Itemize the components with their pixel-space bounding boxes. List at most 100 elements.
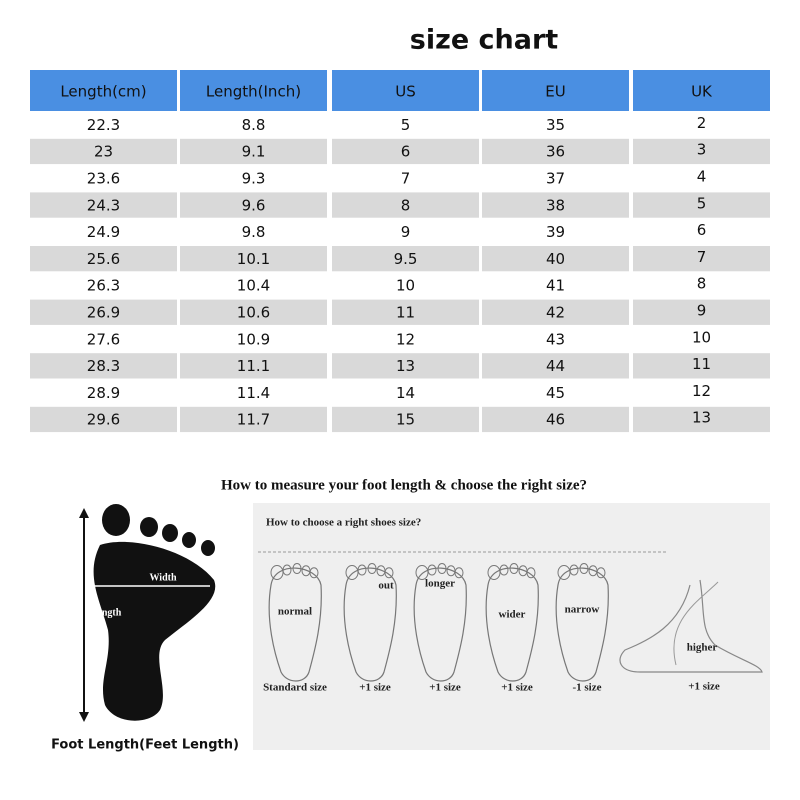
cell-text: 6 — [401, 143, 411, 161]
cell-text: 26.9 — [87, 304, 120, 322]
cell-text: 8.8 — [242, 116, 266, 134]
foot-outline — [555, 567, 609, 682]
toe-outline — [437, 563, 447, 574]
cell-text: 11.4 — [237, 384, 270, 402]
row-band — [482, 138, 629, 165]
row-band — [30, 246, 177, 272]
header-cell — [633, 70, 770, 111]
toe-outline — [526, 567, 536, 579]
header-cell — [332, 70, 479, 111]
size-label: -1 size — [572, 682, 601, 694]
toe — [102, 504, 130, 536]
header-cell — [482, 70, 629, 111]
cell-text: 42 — [546, 304, 565, 322]
cell-text: 26.3 — [87, 277, 120, 295]
cell-text: 10.1 — [237, 250, 270, 268]
cell-text: 10.4 — [237, 277, 270, 295]
toe-outline — [509, 563, 519, 574]
toe-outline — [309, 567, 319, 579]
toe-outline — [569, 564, 579, 576]
toe-outline — [367, 563, 377, 574]
row-band — [633, 406, 770, 433]
feet-row: normal Standard size out +1 size longer +1 si… — [263, 563, 763, 694]
row-band — [482, 353, 629, 379]
cell-text: 5 — [697, 194, 707, 212]
cell-text: 11.7 — [237, 411, 270, 429]
cell-text: 44 — [546, 357, 565, 375]
header-text: EU — [545, 83, 565, 101]
cell-text: 37 — [546, 170, 565, 188]
cell-text: 36 — [546, 143, 565, 161]
cell-text: 5 — [401, 116, 411, 134]
cell-text: 11 — [396, 304, 415, 322]
row-band — [30, 353, 177, 379]
row-band — [180, 406, 327, 433]
cell-text: 9.5 — [394, 250, 418, 268]
cell-text: 11.1 — [237, 357, 270, 375]
cell-text: 10 — [692, 328, 711, 346]
row-band — [482, 406, 629, 433]
header-text: UK — [691, 83, 713, 101]
cell-text: 12 — [396, 330, 415, 348]
row-band — [482, 299, 629, 325]
row-band — [633, 192, 770, 218]
header-cell — [180, 70, 327, 111]
toe-outline — [596, 567, 606, 579]
foot-label: out — [378, 580, 394, 592]
row-band — [180, 192, 327, 218]
toe — [162, 524, 178, 542]
cell-text: 10.6 — [237, 304, 270, 322]
cell-text: 14 — [396, 384, 415, 402]
foot-label: wider — [499, 609, 526, 621]
cell-text: 9 — [401, 223, 411, 241]
size-label: Standard size — [263, 682, 327, 694]
row-band — [332, 299, 479, 325]
cell-text: 45 — [546, 384, 565, 402]
cell-text: 6 — [697, 221, 707, 239]
cell-text: 24.9 — [87, 223, 120, 241]
row-band — [180, 246, 327, 272]
cell-text: 9.8 — [242, 223, 266, 241]
cell-text: 35 — [546, 116, 565, 134]
toe-outline — [579, 563, 589, 574]
toe — [201, 540, 215, 556]
cell-text: 24.3 — [87, 196, 120, 214]
toe-outline — [454, 567, 464, 579]
title: size chart — [410, 25, 559, 56]
guide-heading: How to measure your foot length & choose… — [221, 477, 587, 493]
height-arc — [673, 581, 719, 666]
cell-text: 23.6 — [87, 170, 120, 188]
foot-label: normal — [278, 606, 312, 618]
leg-outline — [619, 579, 763, 673]
cell-text: 11 — [692, 355, 711, 373]
cell-text: 46 — [546, 411, 565, 429]
toe-outline — [499, 564, 509, 576]
cell-text: 13 — [692, 409, 711, 427]
cell-text: 3 — [697, 141, 707, 159]
foot-outline — [343, 567, 397, 682]
choose-panel: How to choose a right shoes size? normal… — [253, 503, 770, 750]
row-band — [332, 138, 479, 165]
foot-label: longer — [425, 578, 455, 590]
row-band — [332, 406, 479, 433]
toe-outline — [357, 564, 367, 576]
toe-outline — [427, 564, 437, 576]
row-band — [482, 246, 629, 272]
cell-text: 28.9 — [87, 384, 120, 402]
cell-text: 39 — [546, 223, 565, 241]
foot-outline — [413, 567, 467, 682]
panel-bg — [253, 503, 770, 750]
cell-text: 13 — [396, 357, 415, 375]
cell-text: 8 — [697, 275, 707, 293]
row-band — [180, 353, 327, 379]
toe-outline — [292, 563, 302, 574]
foot-outline — [268, 567, 322, 682]
cell-text: 7 — [401, 170, 411, 188]
cell-text: 7 — [697, 248, 707, 266]
cell-text: 23 — [94, 143, 113, 161]
toe — [182, 532, 196, 548]
cell-text: 41 — [546, 277, 565, 295]
size-label: +1 size — [359, 682, 391, 694]
length-label: Length — [91, 607, 122, 618]
